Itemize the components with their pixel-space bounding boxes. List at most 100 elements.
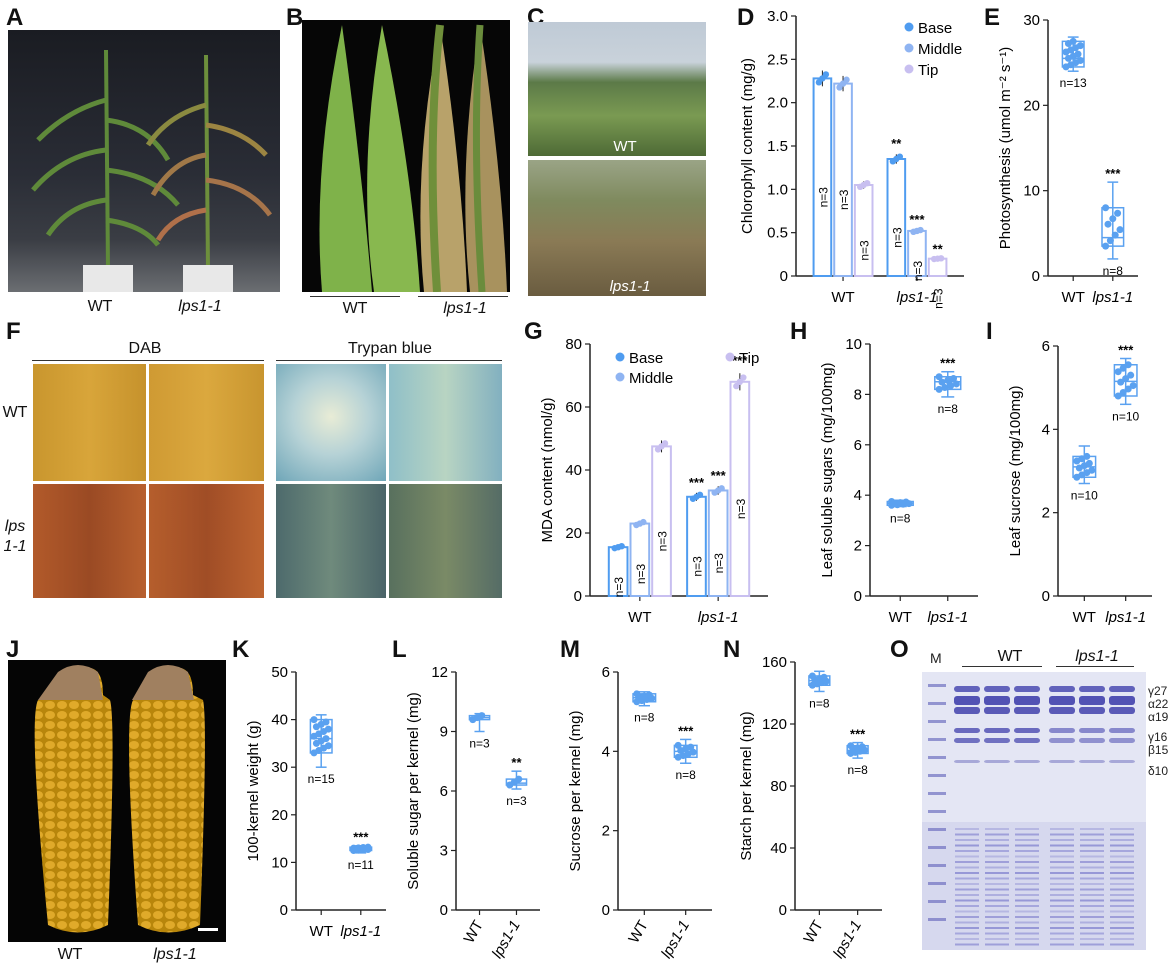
y-tick-label: 40 <box>565 462 582 479</box>
data-point <box>902 498 910 506</box>
band-label-2: α22 <box>1148 697 1169 711</box>
y-tick-label: 1.0 <box>767 181 788 198</box>
label-mutant-a: lps1-1 <box>178 298 222 315</box>
significance-label: *** <box>353 830 369 845</box>
y-axis-title: Chlorophyll content (mg/g) <box>739 58 756 234</box>
bracket-mutant-b <box>418 296 508 297</box>
y-tick-label: 4 <box>1042 421 1050 438</box>
y-tick-label: 4 <box>602 743 610 760</box>
protein-band <box>984 696 1010 705</box>
row-label-mutant-f-2: 1-1 <box>3 538 27 555</box>
protein-band-minor <box>1050 866 1074 869</box>
protein-band-minor <box>1110 894 1134 896</box>
significance-label: *** <box>909 212 925 227</box>
n-label: n=3 <box>634 563 648 584</box>
n-label: n=8 <box>938 402 959 416</box>
data-point <box>863 179 871 187</box>
data-point <box>888 498 896 505</box>
panel-label-b: B <box>286 4 304 31</box>
data-point <box>1119 364 1127 372</box>
protein-band-minor <box>1050 855 1074 858</box>
protein-band <box>1109 686 1135 692</box>
band-label-6: δ10 <box>1148 764 1169 778</box>
protein-band-minor <box>985 877 1009 880</box>
bar-tip <box>729 380 751 597</box>
data-point <box>947 382 955 390</box>
legend-label: Middle <box>629 370 673 387</box>
protein-band-minor <box>1080 910 1104 913</box>
protein-band <box>1049 760 1075 763</box>
y-axis-title: Soluble sugar per kernel (mg) <box>405 692 422 890</box>
protein-band-minor <box>1015 894 1039 896</box>
data-point <box>618 542 625 550</box>
data-point <box>1111 231 1119 239</box>
protein-band-minor <box>955 850 979 852</box>
protein-band <box>1049 728 1075 733</box>
significance-label: *** <box>1105 166 1121 181</box>
data-point <box>1076 57 1084 65</box>
protein-band-minor <box>1110 839 1134 841</box>
legend-marker <box>725 352 735 362</box>
data-point <box>640 518 647 526</box>
protein-band <box>954 728 980 733</box>
protein-band-minor <box>1050 921 1074 924</box>
chart-e: 0 10 20 30 Photosynthesis (umol m⁻² s⁻¹) WT lp… <box>997 12 1138 306</box>
legend-marker <box>615 372 625 382</box>
y-axis-title: Starch per kernel (mg) <box>738 711 755 860</box>
protein-band-minor <box>955 932 979 935</box>
protein-band-minor <box>1080 866 1104 869</box>
protein-band-minor <box>955 883 979 885</box>
dab-header: DAB <box>128 340 162 357</box>
bar-base <box>686 495 707 597</box>
marker-band <box>928 756 946 759</box>
data-point <box>1124 361 1132 369</box>
protein-band-minor <box>1050 899 1074 902</box>
protein-band-minor <box>1110 855 1134 858</box>
data-point <box>1104 220 1112 228</box>
protein-band-minor <box>1080 883 1104 885</box>
band-label-3: α19 <box>1148 710 1169 724</box>
protein-band <box>1049 686 1075 692</box>
label-mutant-b: lps1-1 <box>443 300 487 317</box>
y-tick-label: 6 <box>1042 338 1050 355</box>
y-tick-label: 0.5 <box>767 225 788 242</box>
protein-band <box>1079 707 1105 714</box>
legend-label: Base <box>918 20 952 37</box>
protein-band-minor <box>985 844 1009 847</box>
legend-marker <box>904 64 914 74</box>
protein-band-minor <box>1050 927 1074 929</box>
marker-band <box>928 900 946 903</box>
gel-bands <box>922 684 1146 950</box>
significance-label: *** <box>711 468 727 483</box>
x-category-label: lps1-1 <box>489 918 524 962</box>
panel-label-o: O <box>890 636 909 663</box>
data-point <box>478 712 486 720</box>
data-point <box>1127 371 1135 379</box>
protein-band-minor <box>985 916 1009 918</box>
legend-label: Base <box>629 350 663 367</box>
gel-lower-region <box>922 822 1146 950</box>
protein-band-minor <box>1080 844 1104 847</box>
protein-band-minor <box>1080 833 1104 836</box>
y-tick-label: 0 <box>440 902 448 919</box>
bar-base <box>886 158 907 277</box>
row-label-wt-f: WT <box>2 404 28 421</box>
leaf-illustration <box>319 24 507 292</box>
protein-band-minor <box>985 927 1009 929</box>
y-tick-label: 6 <box>854 437 862 454</box>
protein-band-minor <box>1050 894 1074 896</box>
protein-band-minor <box>1015 943 1039 946</box>
y-tick-label: 3 <box>440 843 448 860</box>
y-tick-label: 12 <box>431 664 448 681</box>
protein-band-minor <box>1015 839 1039 841</box>
protein-band <box>984 686 1010 692</box>
protein-band-minor <box>955 916 979 918</box>
n-label: n=15 <box>308 772 335 786</box>
protein-band-minor <box>1015 850 1039 852</box>
n-label: n=3 <box>734 498 748 519</box>
x-category-label: WT <box>625 918 651 947</box>
protein-band <box>984 707 1010 714</box>
trypan-wt-1 <box>276 364 386 481</box>
protein-band-minor <box>1050 943 1074 946</box>
data-point <box>952 380 960 388</box>
